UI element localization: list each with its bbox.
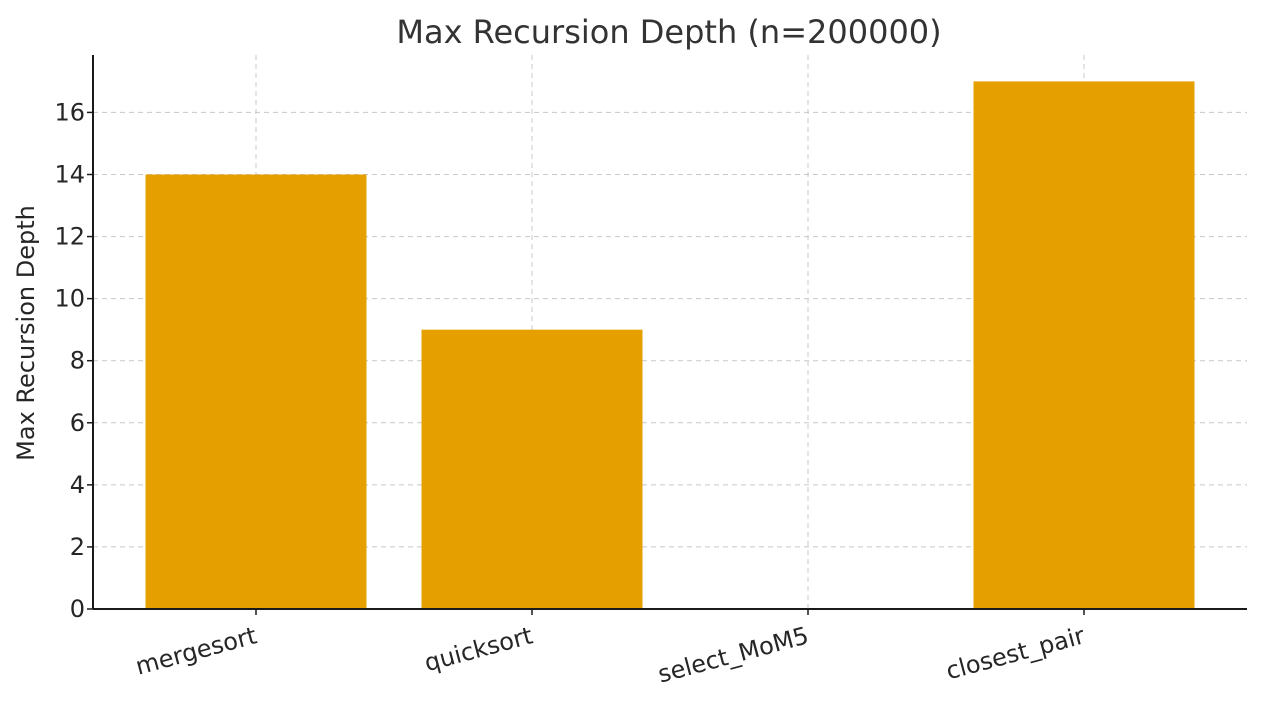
bars (145, 81, 1195, 610)
x-tick-label: select_MoM5 (655, 621, 812, 688)
bar-quicksort (421, 329, 643, 609)
y-axis-label: Max Recursion Depth (12, 205, 40, 461)
x-tick-labels: mergesort quicksort select_MoM5 closest_pai… (133, 621, 1088, 688)
y-tick-label: 8 (70, 347, 85, 375)
y-tick-labels: 0 2 4 6 8 10 12 14 16 (54, 98, 85, 623)
chart-title: Max Recursion Depth (n=200000) (396, 13, 941, 51)
y-tick-label: 0 (70, 595, 85, 623)
y-tick-label: 14 (54, 160, 85, 188)
y-tick-label: 4 (70, 471, 85, 499)
y-tick-label: 12 (54, 223, 85, 251)
y-tick-label: 10 (54, 285, 85, 313)
x-tick-label: closest_pair (943, 621, 1088, 685)
axes (87, 55, 1247, 615)
x-tick-label: quicksort (421, 621, 535, 677)
y-tick-label: 6 (70, 409, 85, 437)
x-tick-label: mergesort (133, 621, 260, 680)
bar-mergesort (145, 174, 367, 610)
bar-closest_pair (973, 81, 1195, 609)
y-tick-label: 16 (54, 98, 85, 126)
y-tick-label: 2 (70, 533, 85, 561)
